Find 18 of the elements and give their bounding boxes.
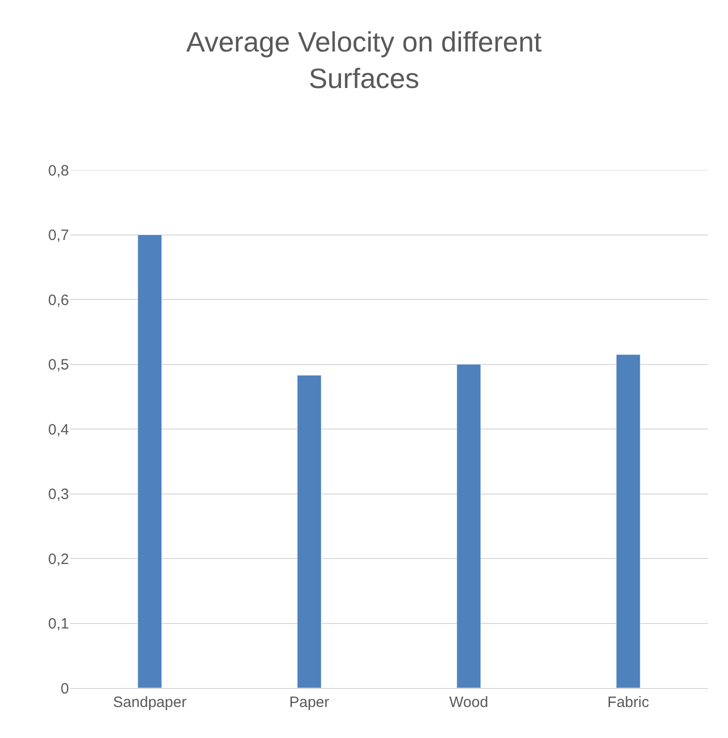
x-tick-label: Sandpaper	[113, 694, 186, 711]
y-tick-label: 0,1	[48, 616, 69, 632]
y-tick-label: 0,5	[48, 356, 69, 374]
bar	[297, 375, 322, 688]
y-tick-label: 0,3	[48, 486, 69, 503]
bar	[616, 354, 640, 688]
x-tick-label: Fabric	[607, 694, 650, 711]
y-tick-label: 0,4	[48, 421, 69, 438]
y-tick-label: 0,6	[48, 292, 69, 309]
y-tick-label: 0,8	[48, 162, 69, 180]
x-tick-label: Paper	[289, 694, 330, 711]
y-tick-label: 0	[60, 680, 69, 698]
bar	[456, 364, 481, 688]
chart-title: Average Velocity on different Surfaces	[186, 26, 542, 94]
y-tick-label: 0,7	[48, 227, 69, 244]
y-tick-label: 0,2	[48, 550, 69, 568]
bar	[138, 234, 162, 688]
x-tick-label: Wood	[449, 694, 488, 711]
